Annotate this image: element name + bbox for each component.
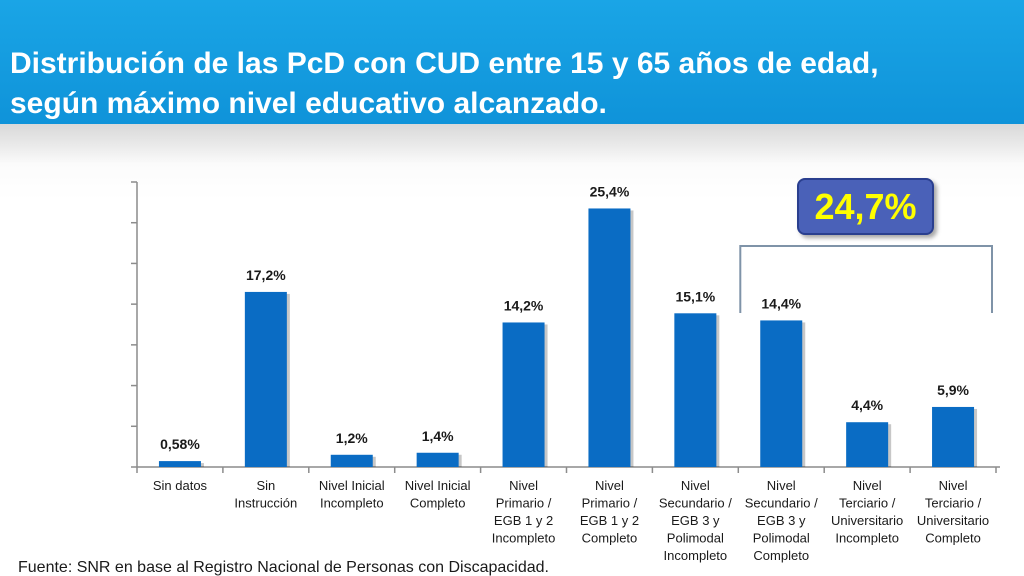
bar-value-label: 14,2% (504, 297, 544, 313)
source-note: Fuente: SNR en base al Registro Nacional… (18, 559, 549, 576)
bar-value-label: 5,9% (937, 382, 969, 398)
slide-title: Distribución de las PcD con CUD entre 15… (10, 44, 1020, 124)
category-label: Nivel Secundario / EGB 3 y Polimodal Complet… (745, 478, 818, 563)
category-label: Nivel Primario / EGB 1 y 2 Incompleto (492, 478, 556, 546)
bar-5 (588, 208, 631, 467)
bar-7 (760, 320, 803, 467)
category-label: Nivel Inicial Completo (405, 478, 471, 511)
bar-0 (158, 461, 201, 467)
bar-8 (846, 422, 889, 467)
bar-3 (416, 452, 459, 467)
category-label: Nivel Primario / EGB 1 y 2 Completo (580, 478, 639, 546)
category-label: Sin datos (153, 478, 208, 493)
bar-value-label: 1,4% (422, 428, 454, 444)
category-label: Nivel Terciario / Universitario Completo (917, 478, 989, 546)
bar-4 (502, 322, 545, 467)
category-label: Sin Instrucción (234, 478, 297, 511)
title-banner: Distribución de las PcD con CUD entre 15… (0, 0, 1024, 124)
bar-2 (330, 454, 373, 467)
bar-1 (244, 291, 287, 467)
header-shadow (0, 124, 1024, 164)
bar-value-label: 0,58% (160, 436, 200, 452)
bar-value-label: 25,4% (590, 183, 630, 199)
category-label: Nivel Inicial Incompleto (319, 478, 385, 511)
highlight-total-badge: 24,7% (797, 178, 934, 235)
highlight-bracket (739, 245, 993, 313)
category-label: Nivel Secundario / EGB 3 y Polimodal Incompl… (659, 478, 732, 563)
bar-6 (674, 313, 717, 467)
bar-value-label: 14,4% (761, 295, 801, 311)
bar-value-label: 15,1% (675, 288, 715, 304)
category-label: Nivel Terciario / Universitario Incompleto (831, 478, 903, 546)
bar-value-label: 17,2% (246, 267, 286, 283)
bar-value-label: 1,2% (336, 430, 368, 446)
title-line-1: Distribución de las PcD con CUD entre 15… (10, 47, 879, 80)
bar-9 (932, 406, 975, 467)
title-line-2: según máximo nivel educativo alcanzado. (10, 87, 607, 120)
bar-value-label: 4,4% (851, 397, 883, 413)
